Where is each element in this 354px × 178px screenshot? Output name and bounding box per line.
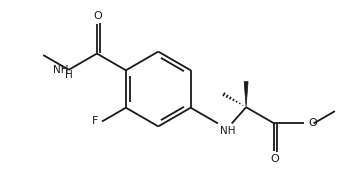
Text: O: O	[93, 11, 102, 21]
Text: O: O	[271, 154, 280, 164]
Text: O: O	[309, 118, 318, 129]
Polygon shape	[244, 82, 248, 107]
Text: NH: NH	[53, 65, 69, 75]
Text: F: F	[92, 116, 98, 127]
Text: H: H	[65, 70, 73, 80]
Text: NH: NH	[220, 126, 235, 136]
